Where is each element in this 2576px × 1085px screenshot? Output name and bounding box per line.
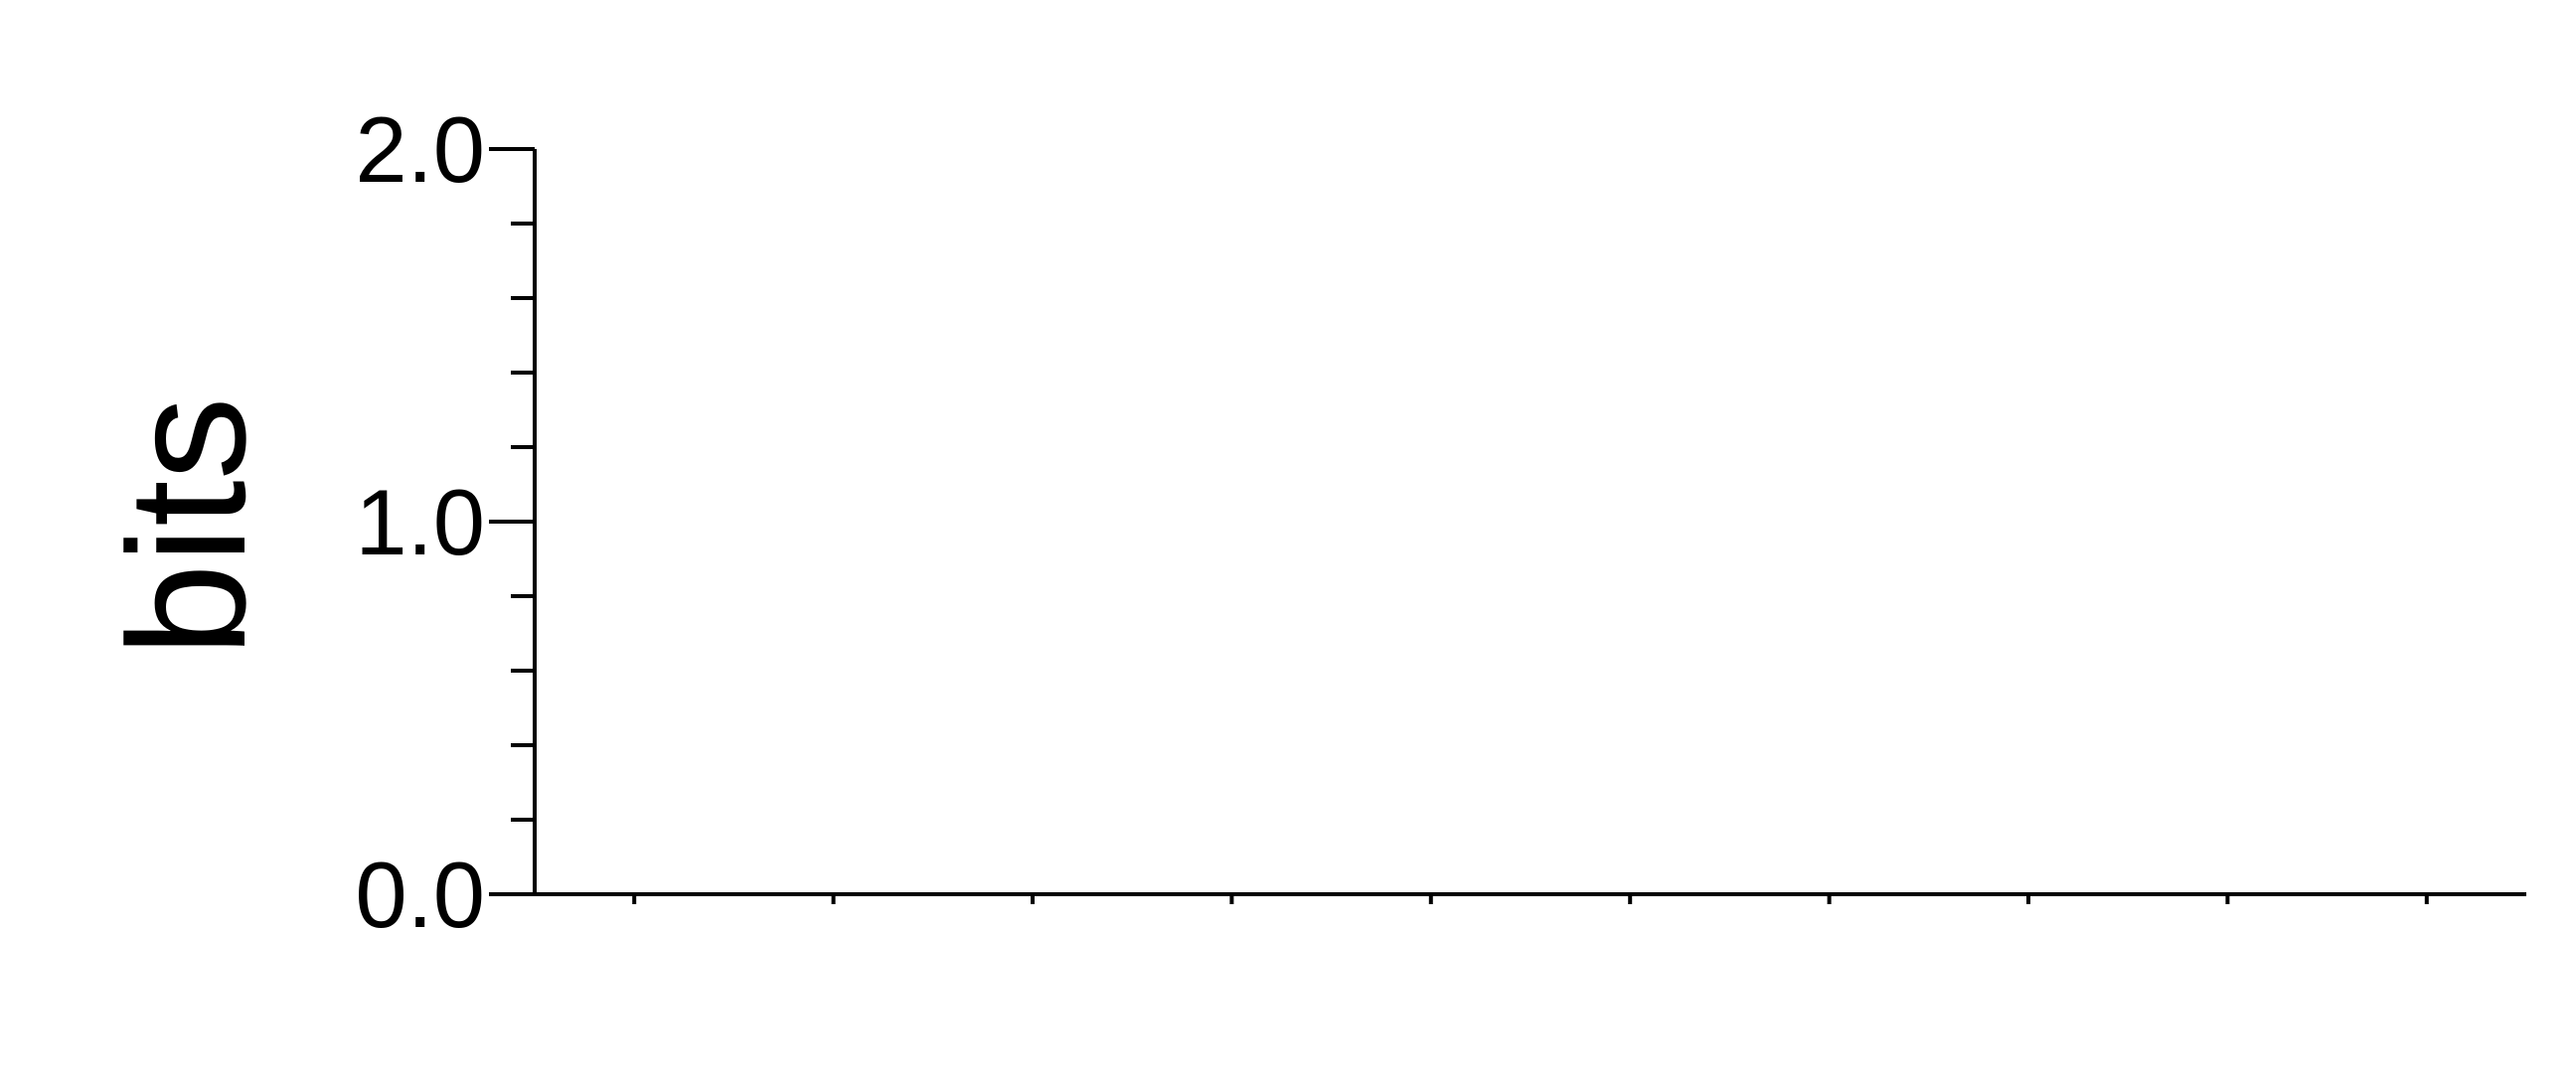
- y-tick-label: 2.0: [355, 97, 485, 202]
- y-axis-title: bits: [93, 396, 280, 656]
- x-axis: [535, 892, 2526, 904]
- y-axis: 0.0 1.0 2.0: [355, 97, 537, 947]
- y-tick-label: 1.0: [355, 470, 485, 574]
- y-tick-label: 0.0: [355, 843, 485, 947]
